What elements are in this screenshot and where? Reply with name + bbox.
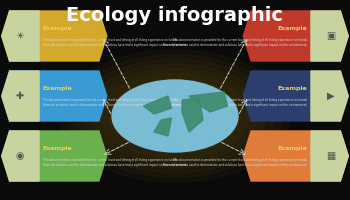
Text: ▣: ▣ — [326, 31, 335, 41]
Circle shape — [112, 80, 238, 152]
Text: This documentation is provided for the current level and timing of all listing e: This documentation is provided for the c… — [163, 38, 308, 47]
Text: ✚: ✚ — [15, 91, 24, 101]
Text: Example: Example — [43, 26, 72, 31]
Polygon shape — [311, 11, 348, 61]
Polygon shape — [243, 11, 348, 61]
Polygon shape — [2, 71, 39, 121]
Text: Example: Example — [43, 86, 72, 91]
Text: ▦: ▦ — [326, 151, 335, 161]
Text: This documentation is provided for the current level and timing of all listing e: This documentation is provided for the c… — [43, 158, 187, 167]
Polygon shape — [2, 71, 107, 121]
Text: This documentation is provided for the current level and timing of all listing e: This documentation is provided for the c… — [163, 158, 308, 167]
Polygon shape — [144, 96, 172, 114]
Text: ◉: ◉ — [15, 151, 24, 161]
Polygon shape — [189, 92, 228, 112]
Polygon shape — [2, 11, 107, 61]
Polygon shape — [154, 118, 172, 136]
Polygon shape — [243, 131, 348, 181]
Text: ☀: ☀ — [15, 31, 24, 41]
Text: Ecology infographic: Ecology infographic — [66, 6, 284, 25]
Text: Example: Example — [43, 146, 72, 151]
Polygon shape — [311, 71, 348, 121]
Polygon shape — [2, 11, 39, 61]
Text: Example: Example — [278, 86, 308, 91]
Text: This documentation is provided for the current level and timing of all listing e: This documentation is provided for the c… — [43, 38, 187, 47]
Polygon shape — [182, 98, 203, 132]
Text: This documentation is provided for the current level and timing of all listing e: This documentation is provided for the c… — [43, 98, 187, 107]
Polygon shape — [243, 71, 348, 121]
Text: Example: Example — [278, 26, 308, 31]
Polygon shape — [2, 131, 39, 181]
Text: ▶: ▶ — [327, 91, 334, 101]
Polygon shape — [2, 131, 107, 181]
Text: Example: Example — [278, 146, 308, 151]
Text: This documentation is provided for the current level and timing of all listing e: This documentation is provided for the c… — [163, 98, 308, 107]
Polygon shape — [311, 131, 348, 181]
